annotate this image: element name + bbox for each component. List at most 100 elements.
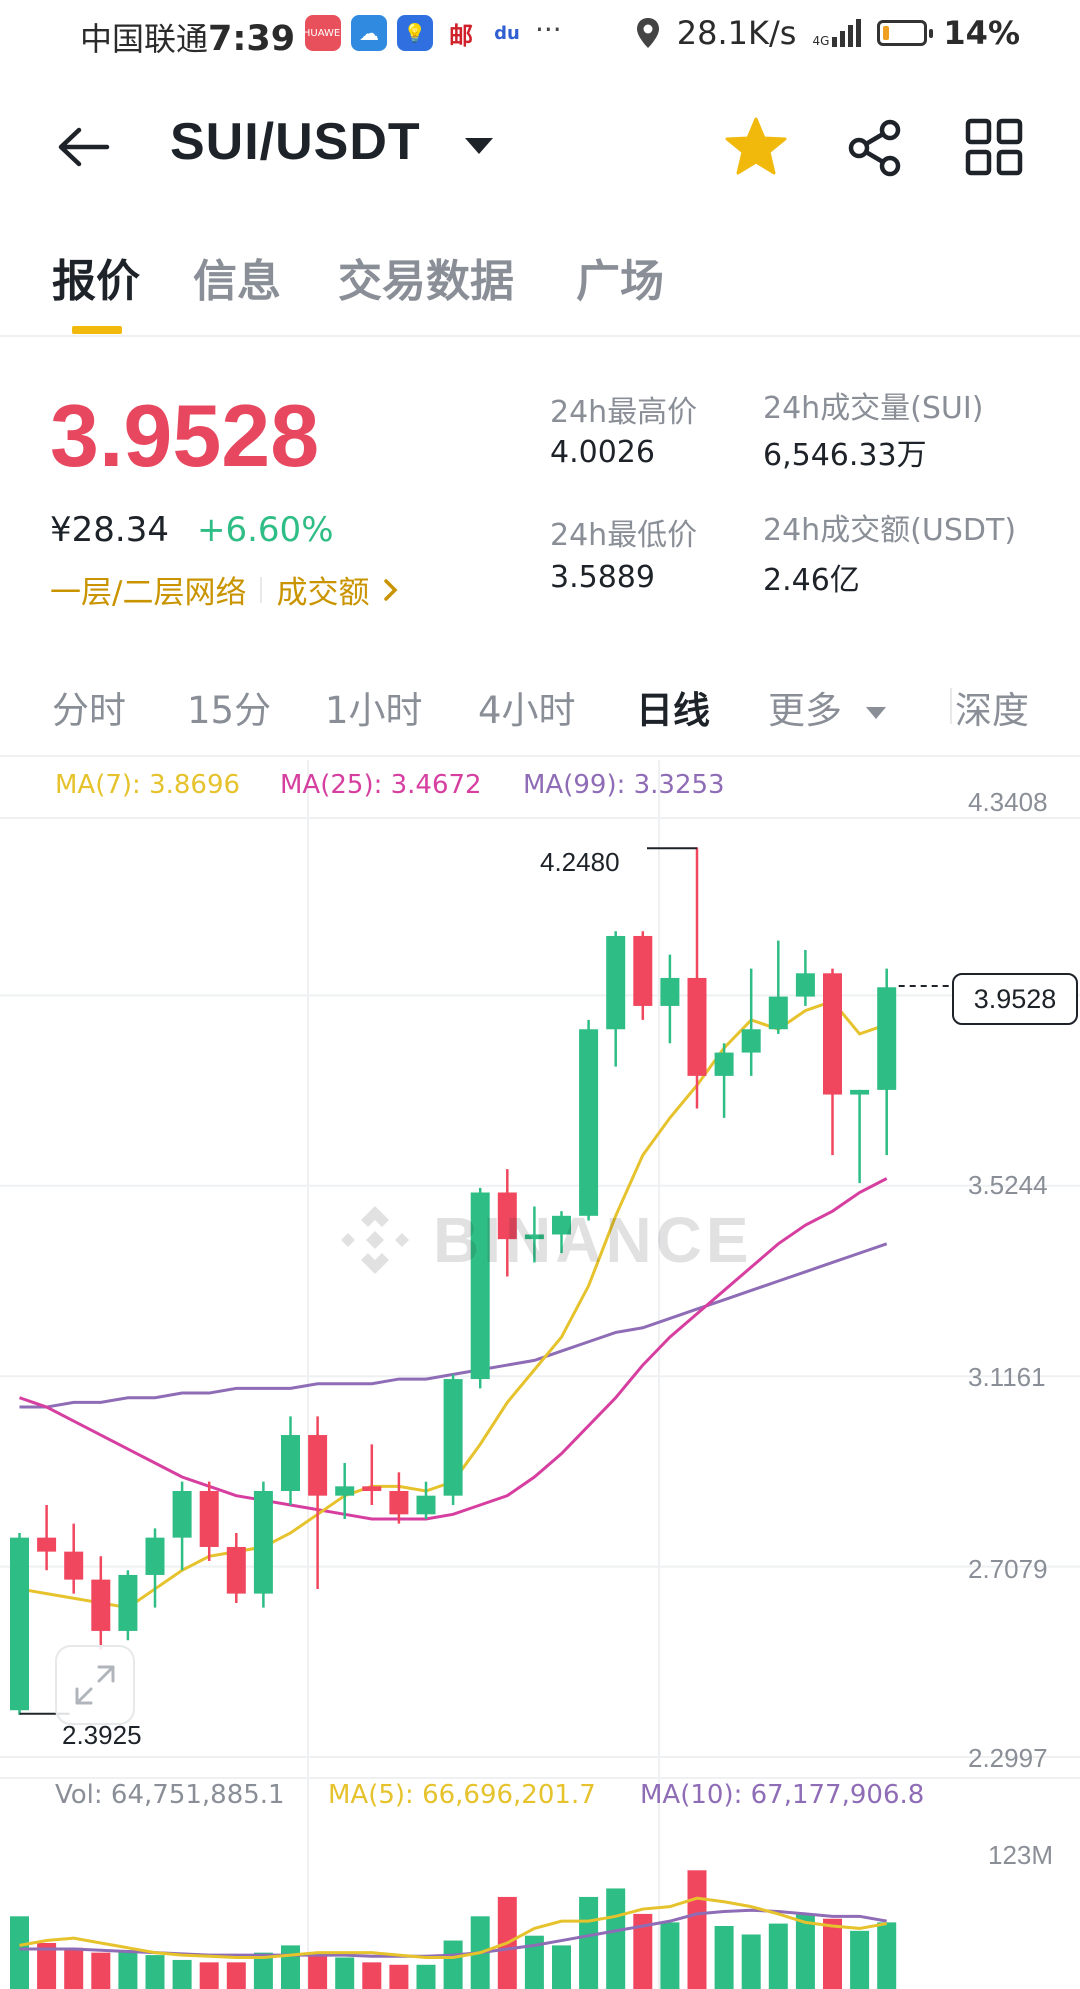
ma7-legend: MA(7): 3.8696 — [55, 770, 241, 800]
candle-body — [606, 935, 626, 1030]
volume-quote-value: 2.46亿 — [763, 563, 860, 598]
high-label: 24h最高价 — [550, 395, 698, 430]
ma25-legend: MA(25): 3.4672 — [280, 770, 482, 800]
candle — [741, 968, 761, 1076]
favorite-star-icon[interactable] — [724, 116, 788, 178]
candle-body — [253, 1491, 273, 1594]
candle — [10, 1532, 29, 1715]
tab-quote[interactable]: 报价 — [52, 256, 140, 307]
pair-selector[interactable]: SUI/USDT — [170, 112, 421, 172]
candle — [199, 1481, 219, 1561]
candle-body — [37, 1537, 57, 1552]
volume-bar — [850, 1930, 870, 1989]
battery-percent: 14% — [943, 14, 1020, 52]
interval-timeshare[interactable]: 分时 — [52, 689, 126, 732]
interval-depth[interactable]: 深度 — [955, 689, 1029, 732]
carrier-label: 中国联通 — [80, 20, 209, 58]
volume-axis-label: 123M — [988, 1840, 1054, 1870]
tab-trading-data[interactable]: 交易数据 — [338, 256, 514, 307]
volume-ma5-legend: MA(5): 66,696,201.7 — [328, 1780, 596, 1810]
volume-bar — [877, 1922, 897, 1989]
volume-bar — [714, 1926, 734, 1989]
back-arrow-icon[interactable] — [55, 125, 111, 169]
candle — [497, 1169, 517, 1277]
volume-tag[interactable]: 成交额 — [276, 575, 370, 611]
candle — [633, 931, 653, 1020]
pair-dropdown-icon[interactable] — [463, 136, 495, 156]
volume-ma10-legend: MA(10): 67,177,906.8 — [640, 1780, 925, 1810]
candle-body — [443, 1379, 463, 1496]
y-tick-label: 2.2997 — [968, 1743, 1048, 1773]
candle-body — [497, 1192, 517, 1240]
candle — [172, 1481, 192, 1571]
volume-bar — [579, 1896, 599, 1989]
interval-more[interactable]: 更多 — [768, 680, 888, 734]
candle-body — [795, 973, 815, 997]
tab-info[interactable]: 信息 — [193, 256, 281, 307]
candle — [389, 1472, 409, 1524]
volume-bar — [91, 1952, 111, 1989]
candle — [335, 1463, 355, 1519]
y-tick-label: 3.1161 — [968, 1362, 1046, 1392]
tab-square[interactable]: 广场 — [576, 256, 664, 307]
expand-icon — [75, 1665, 115, 1705]
y-tick-label: 4.3408 — [968, 787, 1048, 817]
candle — [91, 1556, 111, 1650]
grid-menu-icon[interactable] — [965, 118, 1023, 176]
candle-body — [91, 1579, 111, 1631]
interval-4h[interactable]: 4小时 — [478, 689, 576, 732]
candle-body — [335, 1486, 355, 1496]
volume-bar — [253, 1952, 273, 1989]
ma7-line — [19, 999, 888, 1610]
more-notifications-icon: ··· — [535, 13, 562, 46]
high-value: 4.0026 — [550, 435, 655, 470]
candle-body — [660, 977, 680, 1006]
candle — [660, 954, 680, 1044]
tag-separator — [260, 576, 263, 603]
huawei-app-icon: HUAWEI — [303, 15, 343, 51]
candle — [850, 1089, 870, 1184]
interval-more-label: 更多 — [768, 689, 842, 732]
candle — [768, 940, 788, 1034]
volume-bar — [64, 1947, 84, 1989]
low-value: 3.5889 — [550, 560, 655, 595]
divider — [0, 335, 1080, 337]
more-dropdown-icon — [865, 706, 886, 719]
candle-body — [281, 1435, 300, 1492]
candlestick-chart[interactable] — [0, 755, 1080, 1989]
active-tab-indicator — [72, 326, 122, 334]
y-tick-label: 2.7079 — [968, 1554, 1048, 1584]
candle-body — [416, 1495, 436, 1515]
moving-average-lines — [19, 999, 888, 1610]
chart-grid — [0, 760, 1080, 1989]
candle-body — [850, 1089, 870, 1095]
volume-bar — [633, 1913, 653, 1989]
candle-body — [362, 1486, 382, 1492]
last-price-marker: 3.9528 — [952, 973, 1078, 1025]
ma99-legend: MA(99): 3.3253 — [523, 770, 725, 800]
network-tag[interactable]: 一层/二层网络 — [50, 575, 247, 611]
candle-body — [823, 973, 842, 1095]
fullscreen-button[interactable] — [55, 1645, 135, 1725]
candle — [579, 1019, 599, 1221]
binance-logo-icon — [341, 1206, 409, 1274]
candle-body — [741, 1029, 761, 1053]
volume-legend: Vol: 64,751,885.1 — [55, 1780, 285, 1810]
volume-bar — [741, 1934, 761, 1989]
volume-bar — [281, 1945, 300, 1989]
location-icon — [636, 18, 659, 48]
candle — [362, 1444, 382, 1505]
interval-15m[interactable]: 15分 — [187, 689, 272, 732]
interval-1d[interactable]: 日线 — [636, 689, 710, 732]
volume-bar — [416, 1964, 436, 1989]
chevron-right-icon[interactable] — [383, 578, 399, 602]
candle — [118, 1570, 138, 1641]
pair-label: SUI/USDT — [170, 113, 421, 171]
share-icon[interactable] — [845, 118, 905, 178]
volume-bar — [10, 1916, 29, 1989]
clock: 7:39 — [208, 19, 296, 59]
volume-bar — [362, 1962, 382, 1989]
interval-1h[interactable]: 1小时 — [325, 689, 423, 732]
candle — [877, 968, 897, 1156]
volume-bar — [308, 1952, 328, 1989]
